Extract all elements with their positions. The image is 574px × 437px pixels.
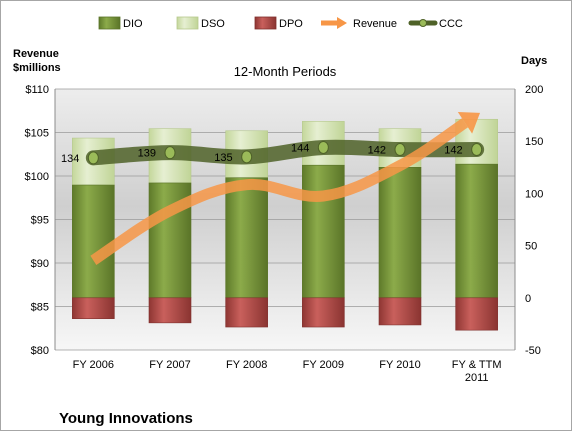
left-axis-title: Revenue <box>13 48 59 60</box>
right-tick-label: 100 <box>525 188 543 200</box>
ccc-data-label: 142 <box>368 145 386 157</box>
axes: $80 $85 $90 $95 $100 $105 $110 -50 0 50 100 150 200 F… <box>25 84 544 384</box>
revenue-line <box>90 118 469 266</box>
left-tick-label: $90 <box>31 258 49 270</box>
ccc-data-label: 142 <box>444 145 462 157</box>
legend-label: DPO <box>279 18 303 30</box>
bar-dpo <box>378 297 422 326</box>
ccc-marker <box>164 146 176 160</box>
gridlines <box>55 88 515 351</box>
bar-dio <box>455 163 498 299</box>
legend-marker <box>419 19 427 27</box>
legend-label: DIO <box>123 18 143 30</box>
bar-dio <box>72 184 115 299</box>
left-tick-label: $110 <box>25 84 49 96</box>
x-tick-label: FY 2006 <box>73 359 114 371</box>
ccc-marker <box>394 143 406 157</box>
legend-swatch <box>176 16 199 30</box>
bar-dpo <box>455 297 498 331</box>
bar-dpo <box>72 297 115 319</box>
right-tick-label: 50 <box>525 241 537 253</box>
right-tick-label: 150 <box>525 136 543 148</box>
legend-label: Revenue <box>353 18 397 30</box>
left-tick-label: $95 <box>31 215 49 227</box>
x-tick-label: FY & TTM <box>452 359 502 371</box>
bar-dio <box>302 164 345 299</box>
ccc-data-label: 144 <box>291 142 309 154</box>
x-tick-label: FY 2010 <box>379 359 420 371</box>
x-tick-label: 2011 <box>465 372 489 384</box>
legend-arrow-head <box>337 17 347 29</box>
legend: DIO DSO DPO Revenue CCC <box>98 16 463 30</box>
ccc-data-label: 135 <box>214 152 232 164</box>
left-axis-title: $millions <box>13 62 61 74</box>
bar-dio <box>378 167 422 299</box>
company-name: Young Innovations <box>59 410 193 427</box>
ccc-marker <box>317 140 329 154</box>
bar-dio <box>225 177 268 299</box>
right-axis-title: Days <box>521 55 547 67</box>
revenue-arrowhead <box>457 111 481 134</box>
x-tick-label: FY 2007 <box>149 359 190 371</box>
left-tick-label: $100 <box>25 171 49 183</box>
left-tick-label: $105 <box>25 128 49 140</box>
right-tick-label: 0 <box>525 293 531 305</box>
right-tick-label: -50 <box>525 345 541 357</box>
legend-swatch <box>98 16 121 30</box>
legend-label: DSO <box>201 18 225 30</box>
chart-title: 12-Month Periods <box>234 64 337 79</box>
lines: 134 139 135 144 142 142 <box>61 111 485 266</box>
ccc-marker <box>87 151 99 165</box>
left-tick-label: $80 <box>31 345 49 357</box>
bar-dpo <box>225 297 268 328</box>
ccc-data-label: 134 <box>61 153 79 165</box>
legend-label: CCC <box>439 18 463 30</box>
ccc-line <box>85 139 485 166</box>
ccc-marker <box>471 143 483 157</box>
titles: Revenue $millions Days 12-Month Periods Youn… <box>13 48 547 427</box>
right-tick-label: 200 <box>525 84 543 96</box>
ccc-data-label: 139 <box>138 148 156 160</box>
left-tick-label: $85 <box>31 302 49 314</box>
bar-dpo <box>148 297 192 324</box>
legend-swatch <box>254 16 277 30</box>
x-tick-label: FY 2009 <box>303 359 344 371</box>
x-tick-label: FY 2008 <box>226 359 267 371</box>
ccc-marker <box>241 150 253 164</box>
bar-dpo <box>302 297 345 328</box>
